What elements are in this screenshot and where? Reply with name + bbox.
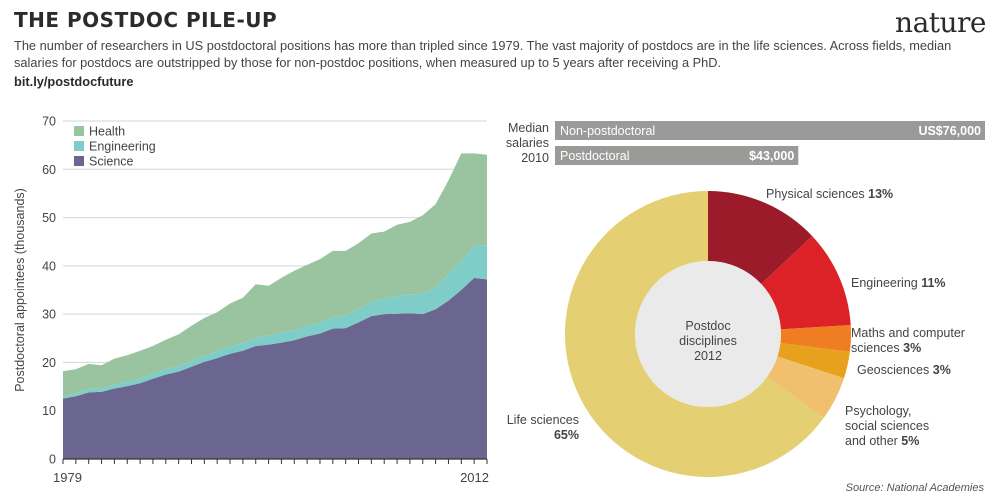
donut-slice xyxy=(708,191,813,285)
salary-bar-label: Non-postdoctoral xyxy=(560,124,655,138)
slice-percent: 5% xyxy=(898,434,920,448)
area-health xyxy=(63,153,487,397)
donut-slice xyxy=(564,190,824,477)
salary-title: 2010 xyxy=(521,151,549,165)
slice-label-line: sciences xyxy=(851,341,900,355)
salary-title: Median xyxy=(508,121,549,135)
slice-label: Psychology, social sciences and other 5% xyxy=(845,404,929,448)
legend-swatch xyxy=(74,141,84,151)
slice-label: Maths and computer sciences 3% xyxy=(851,326,965,355)
slice-label-line: and other xyxy=(845,434,898,448)
donut-center-label: Postdoc xyxy=(685,319,730,333)
slice-percent: 3% xyxy=(929,363,951,377)
y-tick-label: 70 xyxy=(42,115,56,129)
nature-logo: nature xyxy=(895,6,986,39)
slice-percent: 11% xyxy=(918,276,946,290)
slice-label-line: Geosciences xyxy=(857,363,929,377)
y-tick-label: 10 xyxy=(42,404,56,418)
legend-label: Science xyxy=(89,155,134,169)
salary-value: US$76,000 xyxy=(918,124,981,138)
y-axis-label: Postdoctoral appointees (thousands) xyxy=(13,188,27,392)
legend-label: Engineering xyxy=(89,140,156,154)
x-tick-label: 1979 xyxy=(53,470,82,485)
page-title: THE POSTDOC PILE-UP xyxy=(14,8,278,32)
x-tick-label: 2012 xyxy=(460,470,489,485)
slice-label-line: Engineering xyxy=(851,276,918,290)
slice-percent: 3% xyxy=(900,341,922,355)
donut-slice xyxy=(767,356,844,419)
source-credit: Source: National Academies xyxy=(845,482,984,494)
slice-percent: 65% xyxy=(554,428,579,442)
donut-center-label: 2012 xyxy=(694,349,722,363)
subtitle: The number of researchers in US postdoct… xyxy=(14,38,952,70)
salary-title: salaries xyxy=(506,136,549,150)
y-tick-label: 30 xyxy=(42,308,56,322)
slice-label: Life sciences 65% xyxy=(507,413,579,442)
slice-label-line: Life sciences xyxy=(507,413,579,427)
donut-slice xyxy=(777,343,850,379)
salary-bar xyxy=(555,121,985,140)
donut-slice xyxy=(780,325,852,352)
y-tick-label: 20 xyxy=(42,356,56,370)
salary-bar-label: Postdoctoral xyxy=(560,149,629,163)
salary-bar xyxy=(555,146,799,165)
slice-label: Physical sciences 13% xyxy=(766,187,893,201)
area-science xyxy=(63,277,487,459)
slice-percent: 13% xyxy=(865,187,894,201)
donut-center-label: disciplines xyxy=(679,334,737,348)
slice-label-line: Maths and computer xyxy=(851,326,965,340)
y-tick-label: 0 xyxy=(49,453,56,467)
y-tick-label: 60 xyxy=(42,163,56,177)
slice-label: Engineering 11% xyxy=(851,276,946,290)
slice-label-line: social sciences xyxy=(845,419,929,433)
slice-label-line: Psychology, xyxy=(845,404,911,418)
legend-swatch xyxy=(74,126,84,136)
legend-label: Health xyxy=(89,125,125,139)
donut-slice xyxy=(761,236,851,330)
salary-value: $43,000 xyxy=(749,149,794,163)
y-tick-label: 50 xyxy=(42,211,56,225)
legend-swatch xyxy=(74,156,84,166)
slice-label-line: Physical sciences xyxy=(766,187,865,201)
slice-label: Geosciences 3% xyxy=(857,363,951,377)
donut-hole xyxy=(635,261,781,407)
source-link[interactable]: bit.ly/postdocfuture xyxy=(14,74,134,89)
y-tick-label: 40 xyxy=(42,259,56,273)
